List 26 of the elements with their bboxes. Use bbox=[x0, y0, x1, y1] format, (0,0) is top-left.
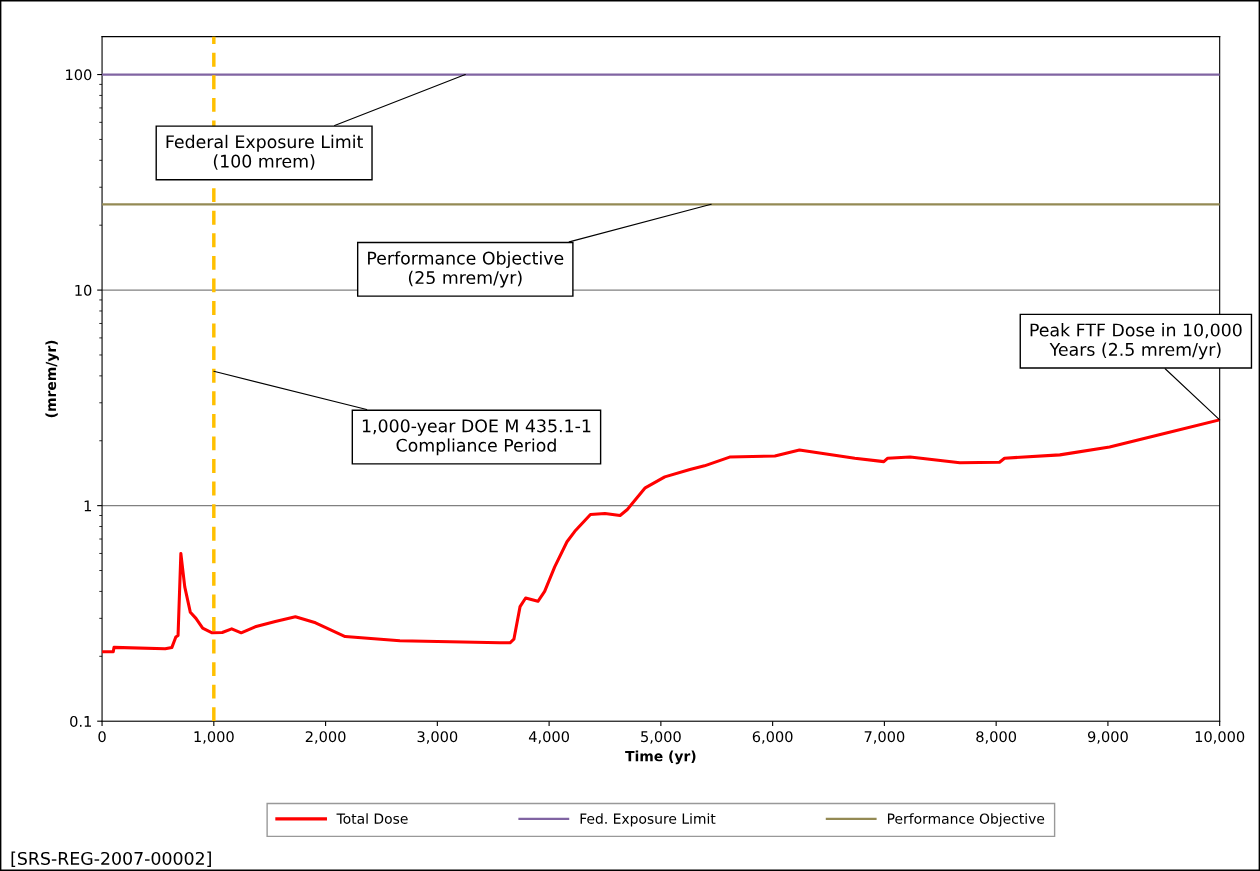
legend-label: Total Dose bbox=[336, 813, 408, 824]
x-tick-label: 9,000 bbox=[1087, 731, 1128, 744]
line-series bbox=[102, 418, 1220, 654]
annotation: 1,000-year DOE M 435.1-1 Compliance Period bbox=[362, 419, 591, 456]
y-tick-label: 1 bbox=[84, 500, 91, 512]
x-tick-label: 4,000 bbox=[528, 731, 570, 744]
x-tick-label: 6,000 bbox=[752, 731, 793, 744]
annotation: Federal Exposure Limit (100 mrem) bbox=[166, 134, 363, 170]
y-tick-label: 10 bbox=[75, 284, 92, 296]
x-tick-label: 8,000 bbox=[976, 731, 1017, 744]
y-tick-label: 0.1 bbox=[70, 715, 91, 727]
y-axis-title: (mrem/yr) bbox=[45, 340, 59, 418]
y-tick-label: 100 bbox=[66, 69, 92, 81]
x-tick-label: 2,000 bbox=[305, 731, 346, 744]
annotation: Peak FTF Dose in 10,000 Years (2.5 mrem/yr) bbox=[1030, 323, 1242, 360]
legend-label: Performance Objective bbox=[887, 813, 1045, 827]
x-tick-label: 10,000 bbox=[1195, 731, 1245, 744]
x-tick-label: 3,000 bbox=[417, 731, 458, 744]
text: [SRS-REG-2007-00002] bbox=[11, 851, 211, 868]
legend-label: Fed. Exposure Limit bbox=[580, 813, 716, 827]
x-tick-label: 0 bbox=[98, 731, 106, 743]
annotation: Performance Objective (25 mrem/yr) bbox=[368, 251, 564, 288]
x-axis-title: Time (yr) bbox=[625, 750, 696, 765]
x-tick-label: 1,000 bbox=[194, 731, 234, 744]
x-tick-label: 7,000 bbox=[864, 731, 905, 744]
x-tick-label: 5,000 bbox=[641, 731, 681, 744]
